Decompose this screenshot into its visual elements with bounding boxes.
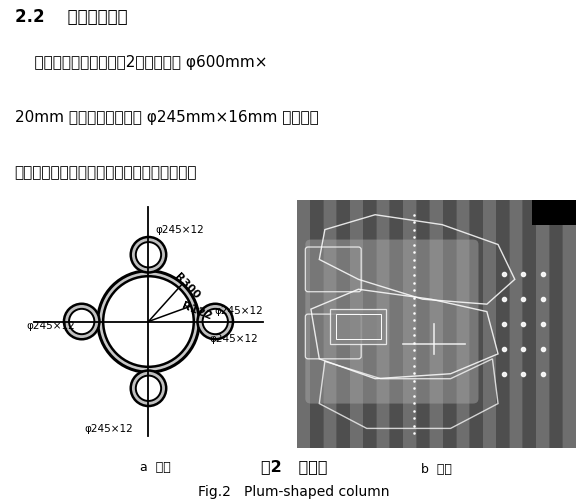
Bar: [403, 200, 416, 448]
Circle shape: [131, 371, 166, 406]
Bar: [297, 200, 310, 448]
Text: R122: R122: [181, 300, 214, 321]
Bar: [363, 200, 376, 448]
Bar: [430, 200, 443, 448]
Text: φ245×12: φ245×12: [27, 320, 75, 330]
Text: 图2   梅花柱: 图2 梅花柱: [260, 458, 328, 473]
Bar: [456, 200, 469, 448]
Polygon shape: [198, 304, 233, 340]
Bar: [496, 200, 509, 448]
Circle shape: [198, 304, 233, 340]
Text: φ245×12: φ245×12: [209, 334, 258, 344]
Text: φ245×12: φ245×12: [215, 305, 263, 315]
Text: 2.2    梅花柱的制作: 2.2 梅花柱的制作: [15, 8, 128, 26]
Bar: [377, 200, 389, 448]
Bar: [550, 200, 562, 448]
Bar: [470, 200, 483, 448]
Bar: [483, 200, 496, 448]
Bar: [443, 200, 456, 448]
Bar: [323, 200, 336, 448]
Bar: [576, 200, 588, 448]
Circle shape: [64, 304, 99, 340]
Bar: [336, 315, 381, 339]
Text: φ245×12: φ245×12: [155, 224, 204, 234]
Polygon shape: [131, 371, 166, 406]
Polygon shape: [98, 271, 199, 372]
Bar: [337, 200, 349, 448]
Text: Fig.2   Plum-shaped column: Fig.2 Plum-shaped column: [198, 484, 390, 498]
Bar: [532, 200, 576, 225]
Bar: [536, 200, 549, 448]
Text: 裹，如何保证梅花柱的制作精度是难点之一。: 裹，如何保证梅花柱的制作精度是难点之一。: [15, 164, 197, 179]
Bar: [330, 310, 386, 344]
Circle shape: [131, 237, 166, 273]
FancyBboxPatch shape: [305, 240, 479, 404]
Text: R300: R300: [172, 271, 201, 300]
Bar: [350, 200, 363, 448]
Circle shape: [98, 271, 199, 372]
Polygon shape: [64, 304, 99, 340]
Text: φ245×12: φ245×12: [84, 423, 133, 433]
Bar: [510, 200, 522, 448]
Bar: [563, 200, 576, 448]
Text: a  平面: a 平面: [140, 460, 171, 473]
Bar: [523, 200, 536, 448]
Bar: [310, 200, 323, 448]
Text: b  效果: b 效果: [421, 462, 452, 475]
Text: 20mm 的圆管，外侧采用 φ245mm×16mm 的圆管包: 20mm 的圆管，外侧采用 φ245mm×16mm 的圆管包: [15, 110, 319, 125]
Text: 梅花柱造型特异（见图2），内部为 φ600mm×: 梅花柱造型特异（见图2），内部为 φ600mm×: [15, 55, 267, 70]
Bar: [417, 200, 429, 448]
Polygon shape: [131, 237, 166, 273]
Bar: [390, 200, 403, 448]
